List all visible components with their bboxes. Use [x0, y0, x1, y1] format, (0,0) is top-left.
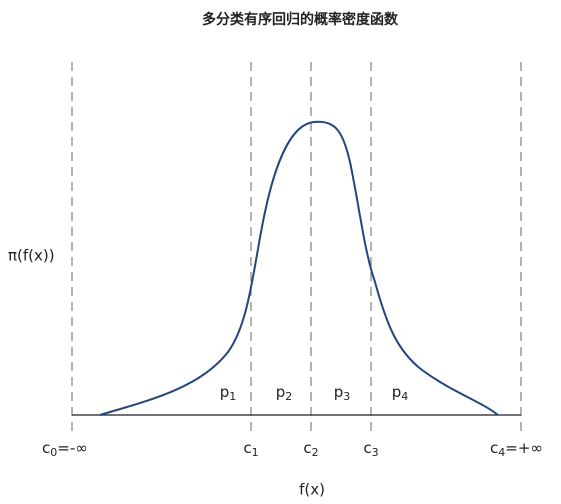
label-subscript: 1	[252, 446, 259, 459]
label-subscript: 4	[498, 446, 505, 459]
region-label: p2	[276, 383, 293, 404]
threshold-lines	[71, 62, 522, 432]
threshold-label: c1	[243, 439, 258, 460]
label-subscript: 3	[343, 390, 350, 403]
region-label: p3	[334, 383, 351, 404]
label-base: p	[220, 383, 230, 401]
threshold-label: c4=+∞	[490, 439, 543, 460]
label-base: c	[243, 439, 251, 457]
threshold-label: c0=-∞	[42, 439, 88, 460]
label-base: c	[303, 439, 311, 457]
label-subscript: 2	[285, 390, 292, 403]
threshold-label: c3	[363, 439, 378, 460]
label-base: c	[490, 439, 498, 457]
label-base: c	[363, 439, 371, 457]
label-suffix: =-∞	[57, 439, 87, 457]
x-label: f(x)	[299, 481, 325, 499]
label-subscript: 3	[372, 446, 379, 459]
label-subscript: 4	[401, 390, 408, 403]
label-base: p	[276, 383, 286, 401]
label-subscript: 2	[312, 446, 319, 459]
region-label: p4	[392, 383, 409, 404]
label-base: p	[392, 383, 402, 401]
title: 多分类有序回归的概率密度函数	[202, 11, 399, 28]
label-subscript: 1	[229, 390, 236, 403]
label-suffix: =+∞	[505, 439, 543, 457]
label-base: c	[42, 439, 50, 457]
y-label: π(f(x))	[8, 247, 55, 265]
density-curve	[99, 120, 499, 416]
threshold-label: c2	[303, 439, 318, 460]
region-label: p1	[220, 383, 237, 404]
label-subscript: 0	[50, 446, 57, 459]
label-base: p	[334, 383, 344, 401]
